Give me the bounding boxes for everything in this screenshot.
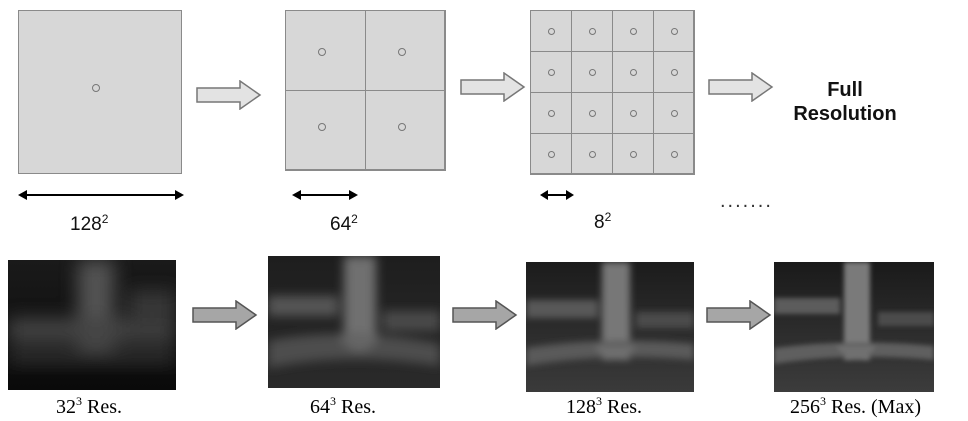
sample-point	[670, 27, 678, 35]
volume-render-32	[8, 260, 176, 390]
sample-point	[547, 150, 555, 158]
sample-point	[670, 68, 678, 76]
sample-point	[629, 150, 637, 158]
grid-128	[18, 10, 182, 174]
grid-cell	[653, 133, 695, 175]
right-arrow-icon	[706, 300, 772, 330]
sample-point	[588, 68, 596, 76]
double-arrow-icon	[18, 190, 184, 200]
right-arrow-icon	[460, 72, 526, 102]
sample-point	[318, 123, 326, 131]
full-resolution-line1: Full	[827, 79, 863, 101]
sample-point	[629, 109, 637, 117]
render-label-256: 2563 Res. (Max)	[790, 394, 921, 418]
sample-point	[588, 109, 596, 117]
sample-point	[547, 27, 555, 35]
resolution-label-64: 642	[330, 212, 358, 235]
sample-point	[547, 68, 555, 76]
render-label-128: 1283 Res.	[566, 394, 642, 418]
grid-8	[530, 10, 695, 175]
sample-point	[629, 68, 637, 76]
sample-point	[670, 109, 678, 117]
full-resolution-label: Full Resolution	[780, 78, 910, 126]
grid-64	[285, 10, 446, 171]
sample-point	[547, 109, 555, 117]
ellipsis: .......	[720, 190, 773, 212]
sample-point	[670, 150, 678, 158]
volume-render-128	[526, 262, 694, 392]
volume-render-64	[268, 256, 440, 388]
sample-point	[398, 123, 406, 131]
sample-point	[629, 27, 637, 35]
double-arrow-icon	[540, 190, 574, 200]
right-arrow-icon	[452, 300, 518, 330]
volume-render-256	[774, 262, 934, 392]
right-arrow-icon	[196, 80, 262, 110]
sample-point	[318, 48, 326, 56]
sample-point	[398, 48, 406, 56]
double-arrow-icon	[292, 190, 358, 200]
render-label-32: 323 Res.	[56, 394, 122, 418]
resolution-label-128: 1282	[70, 212, 109, 235]
right-arrow-icon	[708, 72, 774, 102]
sample-point	[588, 27, 596, 35]
right-arrow-icon	[192, 300, 258, 330]
sample-point	[92, 84, 100, 92]
full-resolution-line2: Resolution	[793, 103, 897, 125]
sample-point	[588, 150, 596, 158]
resolution-label-8: 82	[594, 210, 612, 233]
render-label-64: 643 Res.	[310, 394, 376, 418]
